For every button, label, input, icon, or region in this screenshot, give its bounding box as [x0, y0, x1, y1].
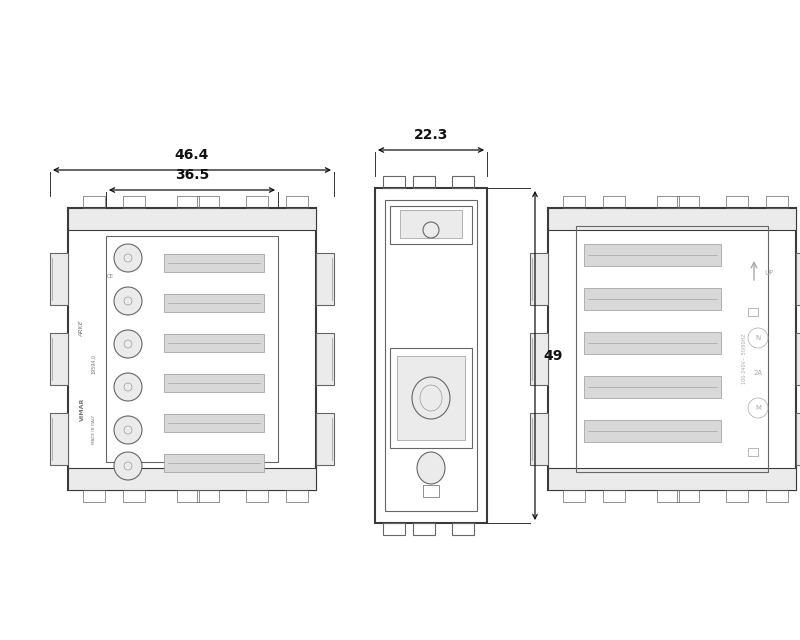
Bar — [197, 196, 219, 208]
Bar — [603, 196, 625, 208]
Bar — [106, 236, 278, 462]
Bar — [657, 196, 679, 208]
Bar — [177, 490, 199, 502]
Text: 19594.0: 19594.0 — [91, 354, 97, 374]
Bar — [286, 490, 308, 502]
Bar — [548, 208, 796, 490]
Bar — [385, 200, 477, 511]
Bar — [316, 413, 334, 465]
Bar — [563, 196, 585, 208]
Bar — [677, 490, 699, 502]
Bar — [68, 208, 316, 230]
Bar — [197, 490, 219, 502]
Bar — [548, 468, 796, 490]
Bar — [584, 288, 721, 310]
Bar — [584, 244, 721, 266]
Bar — [164, 334, 264, 352]
Bar — [246, 490, 268, 502]
Bar — [375, 188, 487, 523]
Bar — [316, 333, 334, 385]
Bar — [383, 523, 405, 535]
Text: ARKÉ: ARKÉ — [79, 321, 85, 337]
Text: M: M — [755, 405, 761, 411]
Bar — [50, 413, 68, 465]
Ellipse shape — [412, 377, 450, 419]
Bar — [423, 485, 439, 497]
Bar — [50, 253, 68, 305]
Circle shape — [114, 330, 142, 358]
Circle shape — [114, 416, 142, 444]
Circle shape — [114, 373, 142, 401]
Bar — [123, 490, 145, 502]
Circle shape — [114, 287, 142, 315]
Bar — [164, 254, 264, 272]
Bar — [584, 376, 721, 398]
Bar — [400, 210, 462, 238]
Bar — [316, 253, 334, 305]
Bar — [397, 356, 465, 440]
Bar — [548, 208, 796, 230]
Bar — [164, 454, 264, 472]
Bar — [748, 308, 758, 316]
Bar — [530, 333, 548, 385]
Bar — [68, 208, 316, 490]
Bar — [452, 176, 474, 188]
Bar — [576, 226, 768, 472]
Bar — [123, 196, 145, 208]
Circle shape — [423, 222, 439, 238]
Bar — [603, 490, 625, 502]
Bar — [177, 196, 199, 208]
Bar — [164, 414, 264, 432]
Text: CE: CE — [106, 274, 114, 279]
Text: VIMAR: VIMAR — [79, 397, 85, 420]
Bar — [246, 196, 268, 208]
Circle shape — [114, 244, 142, 272]
Bar — [83, 196, 105, 208]
Bar — [164, 294, 264, 312]
Text: UP: UP — [764, 270, 774, 276]
Bar — [726, 196, 748, 208]
Bar — [766, 490, 788, 502]
Bar — [413, 176, 435, 188]
Bar — [584, 332, 721, 354]
Bar — [452, 523, 474, 535]
Text: 36.5: 36.5 — [175, 168, 209, 182]
Bar — [530, 413, 548, 465]
Text: N: N — [755, 335, 761, 341]
Bar — [796, 333, 800, 385]
Bar — [796, 413, 800, 465]
Bar — [796, 253, 800, 305]
Bar — [390, 348, 472, 448]
Bar — [563, 490, 585, 502]
Text: 100-240V~ 50/60HZ: 100-240V~ 50/60HZ — [742, 333, 746, 385]
Bar — [164, 374, 264, 392]
Ellipse shape — [417, 452, 445, 484]
Bar — [390, 206, 472, 244]
Text: 22.3: 22.3 — [414, 128, 448, 142]
Bar — [383, 176, 405, 188]
Bar — [286, 196, 308, 208]
Bar — [50, 333, 68, 385]
Text: 49: 49 — [543, 349, 562, 362]
Bar — [657, 490, 679, 502]
Bar — [766, 196, 788, 208]
Bar — [413, 523, 435, 535]
Bar — [677, 196, 699, 208]
Text: 46.4: 46.4 — [175, 148, 209, 162]
Text: MADE IN ITALY: MADE IN ITALY — [92, 415, 96, 444]
Bar — [68, 468, 316, 490]
Circle shape — [114, 452, 142, 480]
Bar — [726, 490, 748, 502]
Bar — [530, 253, 548, 305]
Text: 2A: 2A — [754, 370, 762, 376]
Bar — [83, 490, 105, 502]
Bar — [748, 448, 758, 456]
Bar — [584, 420, 721, 442]
